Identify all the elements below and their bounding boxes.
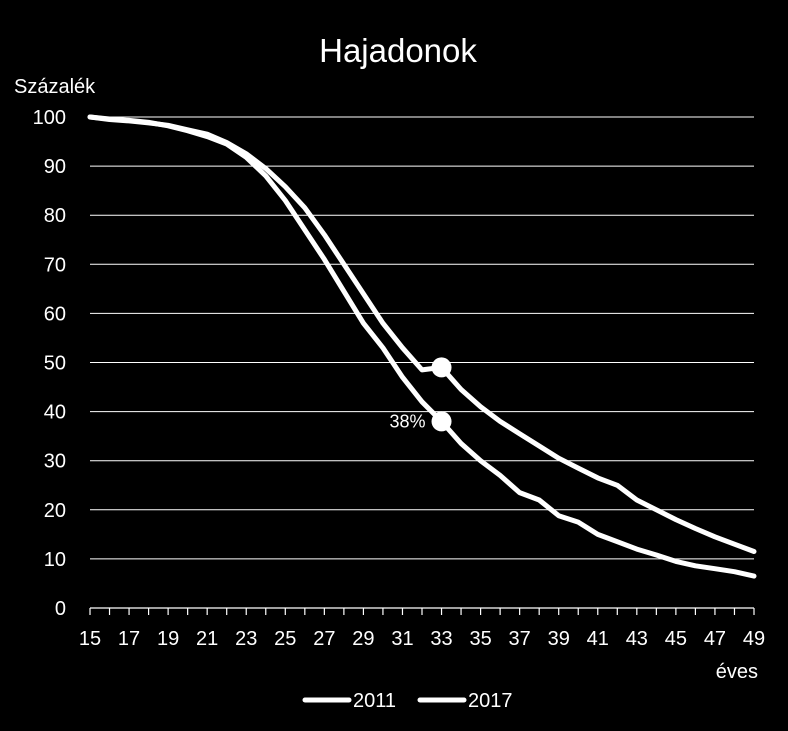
chart-title: Hajadonok [319,32,477,69]
y-tick-label: 90 [44,156,66,178]
gridlines [90,116,754,560]
x-tick-label: 33 [430,628,452,650]
highlight-label: 38% [389,411,425,431]
y-axis-label: Százalék [14,76,96,98]
highlight-point-2011 [431,357,452,378]
x-tick-label: 39 [548,628,570,650]
legend-label-2011: 2011 [353,690,396,712]
highlight-markers: 38% [389,357,452,432]
y-tick-label: 40 [44,402,66,424]
y-tick-label: 80 [44,205,66,227]
y-tick-label: 10 [44,549,66,571]
x-tick-label: 47 [704,628,726,650]
x-tick-label: 17 [118,628,140,650]
x-axis-label: éves [716,661,758,683]
y-tick-label: 100 [33,107,66,129]
x-tick-label: 49 [743,628,765,650]
axes: 0 10 20 30 40 50 60 70 80 90 100 15 17 19 21 23 25 27 29 31… [33,107,766,650]
y-tick-label: 60 [44,303,66,325]
x-tick-label: 43 [626,628,648,650]
y-tick-label: 70 [44,254,66,276]
series-line-2011 [87,114,757,554]
x-tick-label: 25 [274,628,296,650]
series-lines [87,114,757,579]
x-tick-label: 19 [157,628,179,650]
y-tick-label: 50 [44,353,66,375]
x-tick-label: 45 [665,628,687,650]
highlight-point-2017 [431,411,452,432]
x-tick-label: 27 [313,628,335,650]
x-tick-label: 21 [196,628,218,650]
series-line-2017 [87,114,757,579]
y-tick-label: 0 [55,598,66,620]
legend-label-2017: 2017 [468,690,513,712]
legend: 2011 2017 [302,690,513,712]
x-tick-label: 23 [235,628,257,650]
x-tick-label: 31 [391,628,413,650]
x-tick-label: 15 [79,628,101,650]
x-tick-label: 29 [352,628,374,650]
x-tick-label: 35 [469,628,491,650]
x-tick-label: 41 [587,628,609,650]
x-tick-label: 37 [509,628,531,650]
y-tick-label: 20 [44,500,66,522]
y-tick-label: 30 [44,451,66,473]
